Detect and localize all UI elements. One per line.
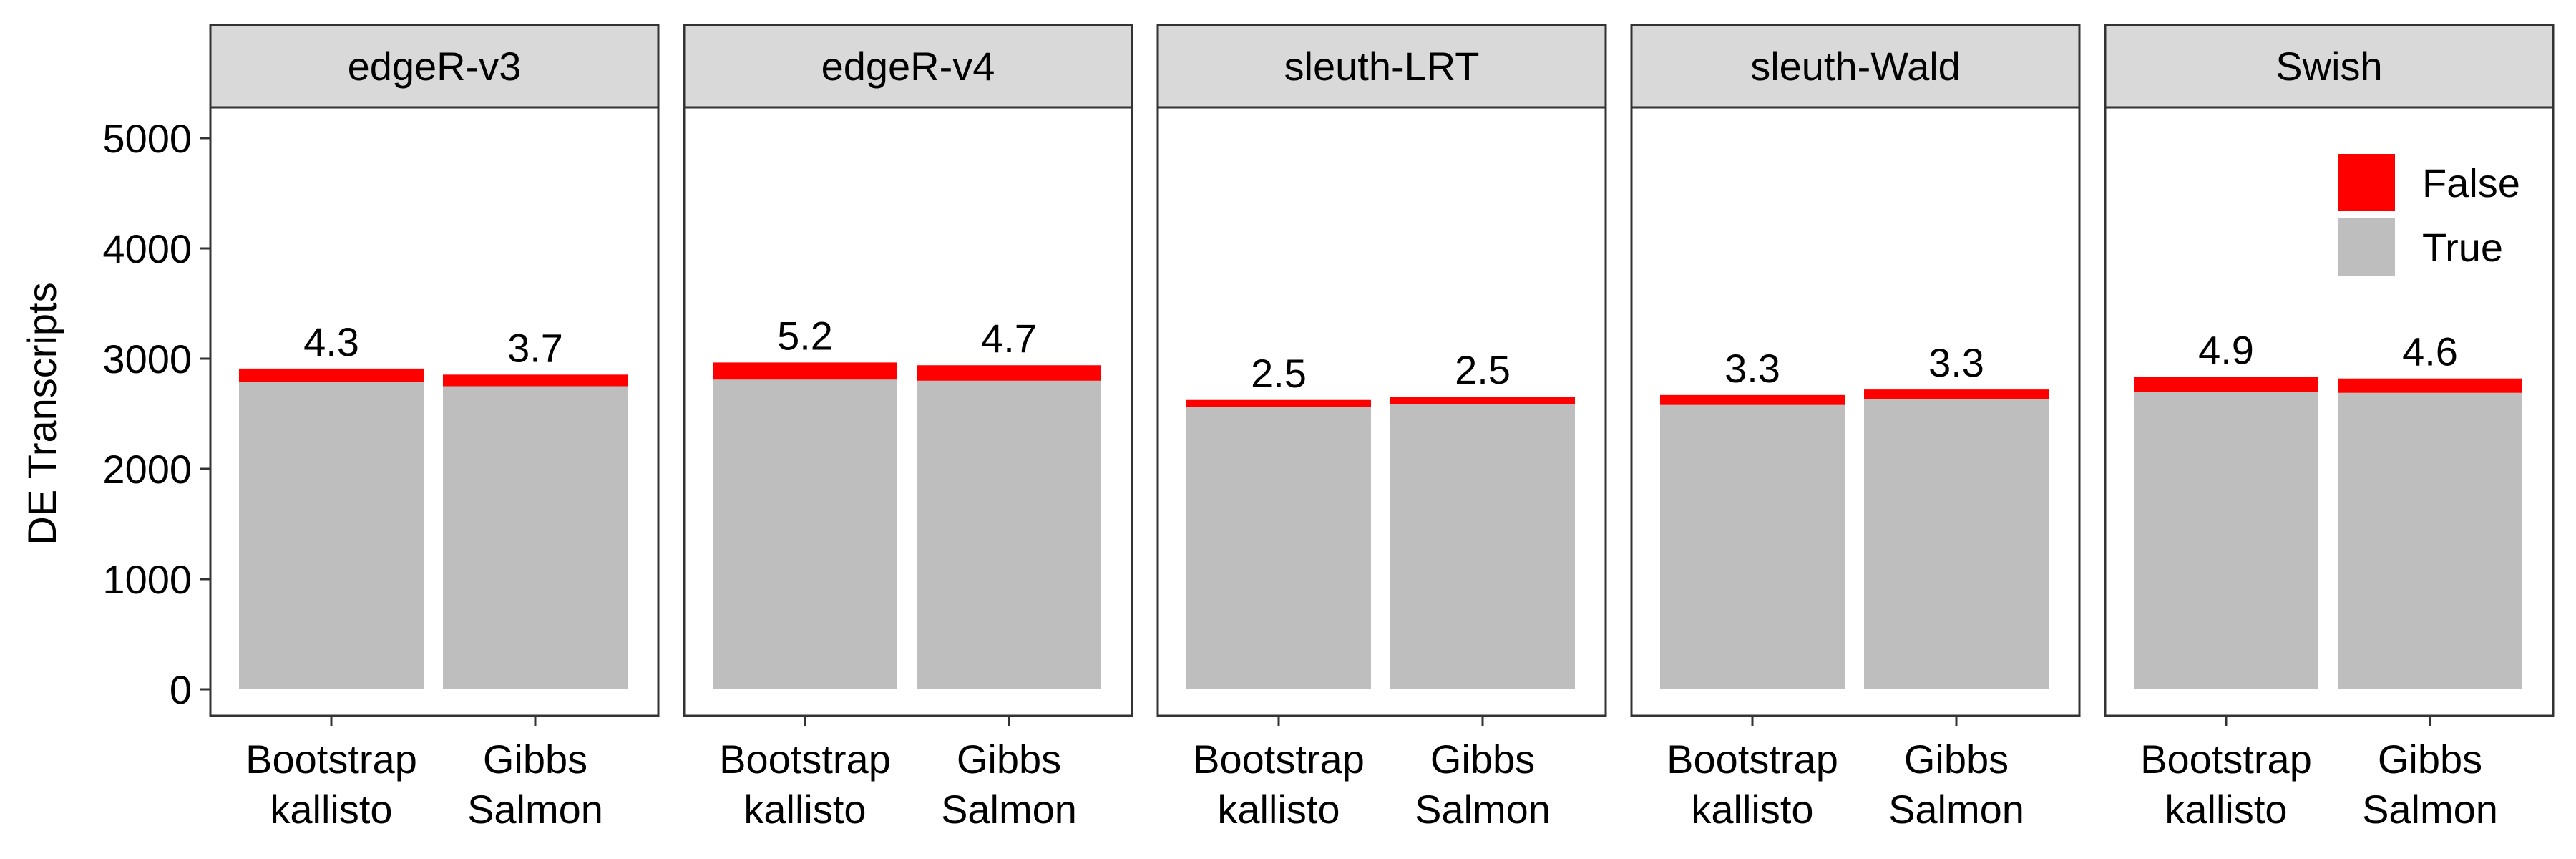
data-label: 4.7 [981,316,1037,361]
x-tick-label: kallisto [270,787,392,832]
facet-edgeR-v3: edgeR-v3 4.3 Bootstrap kallisto 3.7 Gibbs Salm… [209,24,660,832]
x-tick-label: Gibbs [483,737,587,782]
data-label: 4.6 [2402,329,2458,374]
legend-swatch-true [2338,218,2395,276]
data-label: 2.5 [1251,351,1307,396]
bar-false [443,374,628,387]
y-tick-label: 0 [170,667,192,712]
bar-true [713,379,897,689]
facet-strip [1630,24,2081,109]
legend-label: False [2422,160,2520,205]
bar-true [1864,399,2049,689]
y-tick-label: 1000 [102,557,192,602]
y-axis: 0 1000 2000 3000 4000 5000 [102,116,210,712]
facet-strip-label: edgeR-v3 [348,44,522,89]
x-tick-label: Salmon [1888,787,2024,832]
x-tick-label: Bootstrap [1193,737,1365,782]
data-label: 3.3 [1724,346,1780,391]
facet-Swish: Swish 4.9 Bootstrap kallisto 4.6 Gibbs Salmon [2104,24,2555,832]
data-label: 4.9 [2198,327,2254,372]
bar-true [239,382,424,689]
x-tick-label: Salmon [2362,787,2498,832]
bar-false [713,362,897,380]
data-label: 4.3 [303,319,359,364]
x-tick-label: kallisto [1691,787,1813,832]
bar-true [2338,392,2522,689]
bar-false [1864,389,2049,399]
legend: False True [2338,154,2520,276]
x-tick-label: Bootstrap [1667,737,1838,782]
data-label: 3.3 [1928,340,1984,385]
data-label: 5.2 [777,313,833,358]
legend-label: True [2422,225,2503,270]
bar-true [2134,392,2318,689]
data-label: 2.5 [1455,347,1511,392]
bar-true [1660,404,1845,689]
bar-false [1390,397,1575,404]
x-tick-label: Salmon [467,787,603,832]
y-axis-title: DE Transcripts [19,282,64,545]
x-tick-label: kallisto [1217,787,1340,832]
bar-false [2134,377,2318,392]
bar-false [2338,378,2522,393]
bar-false [239,368,424,382]
y-tick-label: 4000 [102,226,192,271]
facet-strip [209,24,660,109]
bar-false [1660,394,1845,405]
facet-strip [683,24,1133,109]
bar-true [443,386,628,689]
bar-true [1390,404,1575,689]
y-tick-label: 2000 [102,447,192,492]
x-tick-label: Salmon [1415,787,1551,832]
facet-sleuth-Wald: sleuth-Wald 3.3 Bootstrap kallisto 3.3 Gibbs S… [1630,24,2081,832]
legend-swatch-false [2338,154,2395,211]
x-tick-label: Gibbs [1904,737,2009,782]
facet-sleuth-LRT: sleuth-LRT 2.5 Bootstrap kallisto 2.5 Gibbs Sa… [1156,24,1607,832]
x-tick-label: kallisto [2165,787,2287,832]
bar-true [917,380,1101,689]
x-tick-label: Gibbs [957,737,1061,782]
facet-strip-label: Swish [2275,44,2382,89]
x-tick-label: Bootstrap [2140,737,2312,782]
x-tick-label: Bootstrap [719,737,891,782]
bar-false [1186,399,1371,407]
bar-true [1186,407,1371,689]
data-label: 3.7 [507,325,563,370]
x-tick-label: Gibbs [1430,737,1535,782]
x-tick-label: Gibbs [2378,737,2482,782]
facet-strip [1156,24,1607,109]
x-tick-label: Salmon [941,787,1077,832]
facet-strip-label: sleuth-Wald [1750,44,1961,89]
facet-edgeR-v4: edgeR-v4 5.2 Bootstrap kallisto 4.7 Gibbs Salm… [683,24,1133,832]
y-tick-label: 3000 [102,336,192,382]
facet-strip-label: edgeR-v4 [821,44,995,89]
bar-false [917,365,1101,381]
facet-strip-label: sleuth-LRT [1284,44,1480,89]
facet-panels: edgeR-v3 4.3 Bootstrap kallisto 3.7 Gibbs Salm… [209,24,2555,832]
x-tick-label: Bootstrap [245,737,417,782]
x-tick-label: kallisto [743,787,866,832]
y-tick-label: 5000 [102,116,192,161]
